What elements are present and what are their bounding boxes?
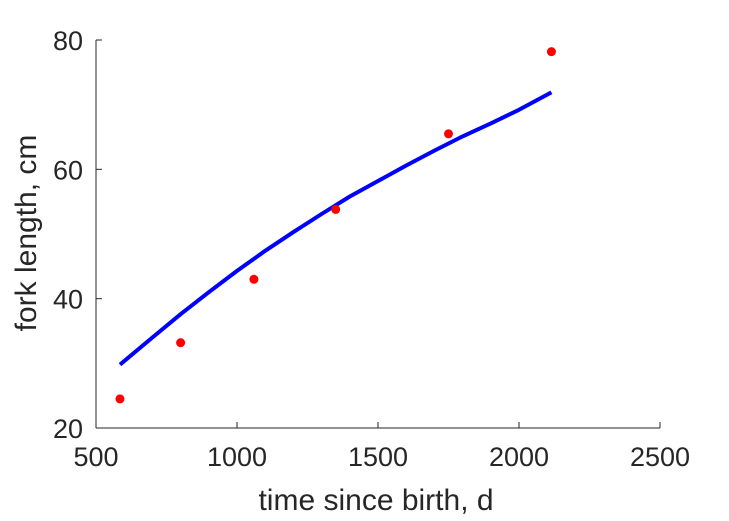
x-tick-label: 1500 [348, 442, 408, 472]
data-point [331, 204, 341, 214]
data-point [444, 129, 453, 139]
data-point [115, 394, 125, 404]
x-tick-label: 2000 [489, 442, 549, 472]
fit-curve-line [118, 90, 553, 367]
y-tick-label: 80 [53, 26, 83, 56]
y-tick-label: 20 [53, 414, 83, 444]
axes: 500 1000 1500 2000 2500 20 40 60 80 [53, 26, 690, 472]
x-axis-label: time since birth, d [258, 484, 493, 517]
x-tick-label: 2500 [630, 442, 690, 472]
y-tick-label: 40 [53, 285, 83, 315]
x-tick-label: 500 [73, 442, 118, 472]
data-point [249, 274, 259, 284]
y-axis-label: fork length, cm [10, 135, 43, 332]
plot-area [115, 47, 556, 404]
data-point [546, 47, 556, 57]
x-tick-label: 1000 [207, 442, 267, 472]
y-tick-label: 60 [53, 155, 83, 185]
data-point [176, 338, 186, 348]
